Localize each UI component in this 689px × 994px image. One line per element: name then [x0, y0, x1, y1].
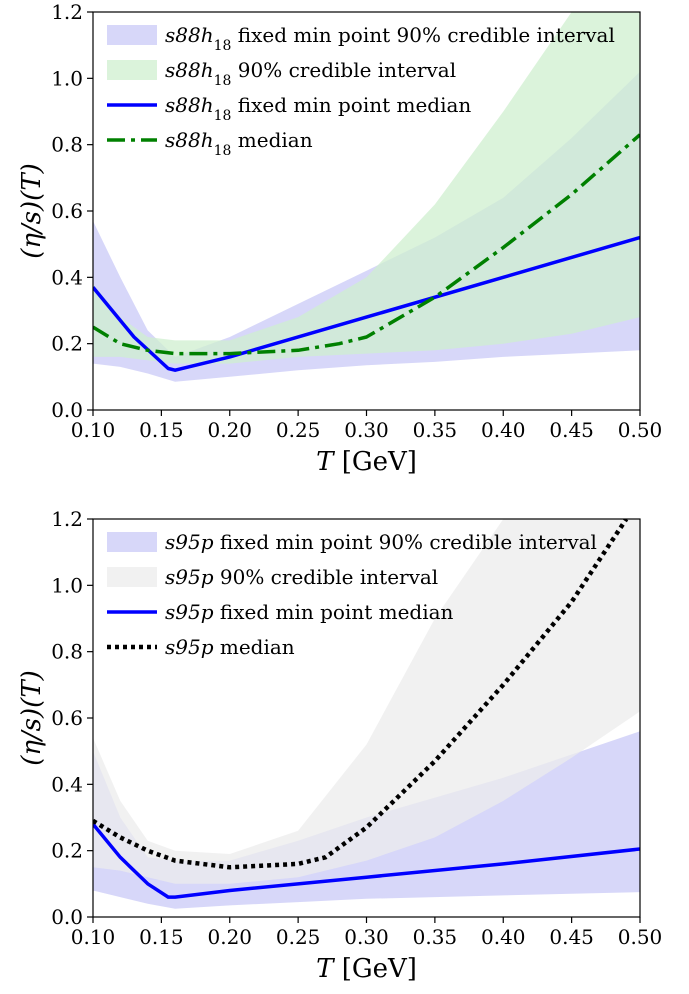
- y-tick-label: 0.4: [51, 772, 83, 796]
- legend-entry-label: s95p fixed min point 90% credible interv…: [165, 530, 597, 554]
- legend-swatch-band: [107, 532, 157, 552]
- x-tick-label: 0.20: [207, 418, 252, 442]
- legend-entry-label: s88h18 fixed min point 90% credible inte…: [165, 23, 615, 54]
- y-tick-label: 0.8: [51, 133, 83, 157]
- x-axis-label: T [GeV]: [316, 954, 417, 984]
- legend: s95p fixed min point 90% credible interv…: [107, 530, 597, 659]
- legend-entry-label: s95p median: [165, 635, 295, 659]
- x-tick-label: 0.30: [344, 925, 389, 949]
- legend-entry-label: s88h18 fixed min point median: [165, 93, 471, 124]
- x-tick-label: 0.15: [139, 925, 184, 949]
- legend-entry-label: s95p fixed min point median: [165, 600, 454, 624]
- y-tick-label: 0.4: [51, 265, 83, 289]
- y-tick-label: 1.2: [51, 507, 83, 531]
- median-line-4: [93, 519, 629, 870]
- x-tick-label: 0.50: [618, 925, 663, 949]
- y-tick-label: 0.6: [51, 706, 83, 730]
- median-line-3: [93, 822, 640, 899]
- y-tick-label: 1.2: [51, 0, 83, 24]
- chart-panel-2: 0.10 0.15 0.20 0.25 0.30 0.35 0.40 0.45 0.50 0.0 0…: [17, 507, 662, 984]
- y-tick-label: 0.6: [51, 199, 83, 223]
- credible-band-2: [93, 519, 640, 884]
- y-tick-label: 0.2: [51, 839, 83, 863]
- x-tick-label: 0.10: [71, 925, 116, 949]
- x-tick-label: 0.25: [276, 925, 321, 949]
- legend-swatch-band: [107, 567, 157, 587]
- legend-entry-label: s88h18 median: [165, 128, 313, 159]
- legend-swatch-band: [107, 25, 157, 45]
- x-tick-label: 0.30: [344, 418, 389, 442]
- y-tick-label: 0.0: [51, 398, 83, 422]
- legend-entry-label: s95p 90% credible interval: [165, 565, 438, 589]
- y-tick-label: 0.0: [51, 905, 83, 929]
- x-tick-label: 0.35: [413, 925, 458, 949]
- x-tick-label: 0.45: [549, 925, 594, 949]
- x-tick-label: 0.25: [276, 418, 321, 442]
- y-tick-label: 1.0: [51, 66, 83, 90]
- y-tick-label: 1.0: [51, 573, 83, 597]
- plot-area: [93, 12, 640, 382]
- y-axis-label: (η/s)(T): [17, 163, 47, 259]
- x-tick-label: 0.45: [549, 418, 594, 442]
- chart-panel-1: 0.10 0.15 0.20 0.25 0.30 0.35 0.40 0.45 0.50 0.0 0…: [17, 0, 662, 477]
- legend: s88h18 fixed min point 90% credible inte…: [107, 23, 615, 159]
- plot-area: [93, 519, 640, 909]
- x-tick-label: 0.50: [618, 418, 663, 442]
- x-tick-label: 0.35: [413, 418, 458, 442]
- y-tick-label: 0.2: [51, 332, 83, 356]
- y-tick-label: 0.8: [51, 640, 83, 664]
- median-line-3: [93, 235, 640, 372]
- x-tick-label: 0.10: [71, 418, 116, 442]
- x-tick-label: 0.15: [139, 418, 184, 442]
- x-tick-label: 0.40: [481, 418, 526, 442]
- x-tick-label: 0.20: [207, 925, 252, 949]
- x-axis-label: T [GeV]: [316, 447, 417, 477]
- legend-swatch-band: [107, 60, 157, 80]
- legend-entry-label: s88h18 90% credible interval: [165, 58, 456, 89]
- y-axis-label: (η/s)(T): [17, 670, 47, 766]
- median-line-4: [93, 133, 640, 356]
- x-tick-label: 0.40: [481, 925, 526, 949]
